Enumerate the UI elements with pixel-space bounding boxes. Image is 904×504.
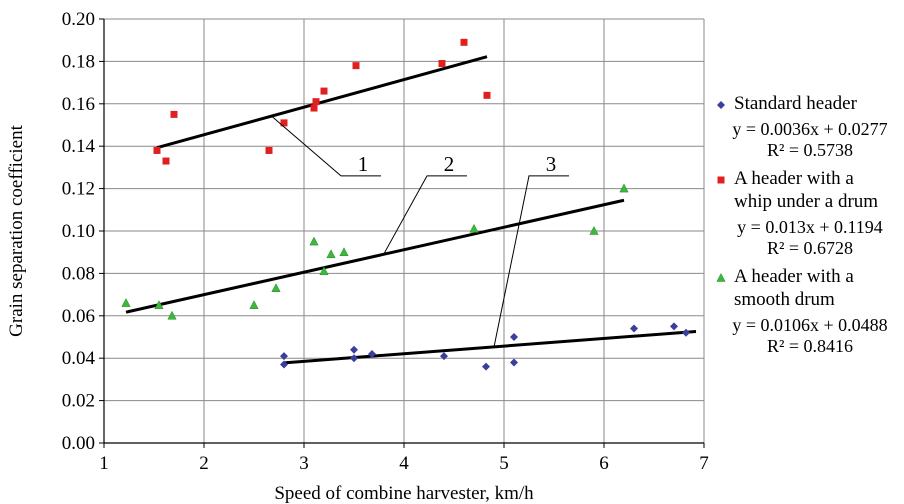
legend-series-name: Standard header xyxy=(734,93,857,114)
legend-entry: Standard header y = 0.0036x + 0.0277 R² = … xyxy=(716,92,904,161)
legend-series-name: A header with a smooth drum xyxy=(734,266,854,310)
annotation-label: 1 xyxy=(358,152,369,176)
y-tick-label: 0.04 xyxy=(62,348,96,369)
legend-r-squared: R² = 0.8416 xyxy=(766,336,854,356)
annotation-label: 2 xyxy=(444,152,455,176)
legend-marker-shape xyxy=(717,176,725,184)
data-point-series-1 xyxy=(630,324,638,333)
data-point-series-3 xyxy=(589,225,599,235)
data-point-series-1 xyxy=(280,360,288,369)
grid-lines xyxy=(103,18,705,444)
y-tick-label: 0.00 xyxy=(62,433,95,454)
data-point-series-2 xyxy=(310,104,318,112)
data-point-series-2 xyxy=(352,62,360,70)
data-point-series-1 xyxy=(350,345,358,354)
data-point-series-1 xyxy=(682,328,690,337)
data-point-series-3 xyxy=(339,247,349,256)
legend-equation: y = 0.013x + 0.1194 xyxy=(737,217,883,237)
data-point-series-3 xyxy=(469,223,479,233)
data-point-series-3 xyxy=(309,236,319,246)
data-point-series-2 xyxy=(280,119,288,127)
y-tick-label: 0.14 xyxy=(62,136,96,157)
data-point-series-1 xyxy=(350,354,358,363)
data-point-series-2 xyxy=(320,87,328,95)
trendline-series-3 xyxy=(125,198,625,314)
legend-marker xyxy=(717,176,725,184)
data-point-series-2 xyxy=(312,98,320,106)
data-point-series-2 xyxy=(170,110,178,118)
data-point-series-2 xyxy=(438,60,446,68)
trendlines xyxy=(125,55,697,365)
data-point-series-1 xyxy=(482,362,490,371)
y-tick-label: 0.20 xyxy=(62,9,95,30)
legend-marker-shape xyxy=(717,101,725,109)
x-tick-label: 5 xyxy=(499,453,509,474)
annotations: 1 2 3 xyxy=(271,116,569,348)
data-point-series-3 xyxy=(121,298,131,307)
data-point-series-2 xyxy=(153,146,161,154)
legend-equation: y = 0.0106x + 0.0488 xyxy=(732,315,888,335)
data-point-series-3 xyxy=(319,266,329,276)
legend-r-squared: R² = 0.5738 xyxy=(766,140,854,160)
annotation-leader xyxy=(383,175,467,254)
data-point-series-3 xyxy=(619,183,629,193)
x-tick-label: 6 xyxy=(599,453,609,474)
y-tick-label: 0.08 xyxy=(62,263,95,284)
data-markers xyxy=(121,38,690,371)
data-point-series-1 xyxy=(368,349,376,358)
legend-r-squared: R² = 0.6728 xyxy=(766,238,854,258)
data-point-series-1 xyxy=(280,352,288,361)
data-point-series-1 xyxy=(510,333,518,341)
data-point-series-3 xyxy=(326,249,336,259)
x-tick-label: 7 xyxy=(699,453,709,474)
x-tick-label: 2 xyxy=(199,453,209,474)
data-point-series-2 xyxy=(265,146,273,154)
data-point-series-2 xyxy=(483,91,491,99)
x-tick-label: 4 xyxy=(399,453,409,474)
y-axis-title: Grain separation coefficient xyxy=(6,124,27,336)
data-point-series-3 xyxy=(167,310,177,320)
y-tick-label: 0.18 xyxy=(62,51,95,72)
y-tick-label: 0.12 xyxy=(62,179,95,200)
y-tick-label: 0.10 xyxy=(62,221,95,242)
data-point-series-3 xyxy=(271,283,281,292)
legend-equation: y = 0.0036x + 0.0277 xyxy=(732,119,888,139)
y-tick-label: 0.16 xyxy=(62,94,95,115)
data-point-series-1 xyxy=(670,322,678,331)
data-point-series-2 xyxy=(162,157,170,165)
annotation-label: 3 xyxy=(546,152,557,176)
data-point-series-3 xyxy=(249,300,259,309)
data-point-series-1 xyxy=(440,352,448,361)
legend-marker xyxy=(716,273,726,282)
annotation-leader xyxy=(493,175,569,348)
x-axis-title: Speed of combine harvester, km/h xyxy=(274,483,534,504)
x-tick-label: 3 xyxy=(299,453,309,474)
x-tick-label: 1 xyxy=(99,453,109,474)
legend-marker xyxy=(717,101,725,109)
data-point-series-3 xyxy=(154,300,164,309)
trendline-series-2 xyxy=(156,55,488,150)
annotation-leader xyxy=(271,116,381,177)
legend-series-name: A header with a whip under a drum xyxy=(734,168,879,212)
data-point-series-1 xyxy=(510,358,518,367)
y-tick-label: 0.06 xyxy=(62,306,95,327)
legend: Standard header y = 0.0036x + 0.0277 R² = … xyxy=(716,92,904,363)
axes: 0.00 0.02 0.04 0.06 0.08 0.10 0.12 0.14 0.16 0.18… xyxy=(62,9,709,474)
legend-entry: A header with a whip under a drum y = 0.0… xyxy=(716,167,904,259)
legend-marker-shape xyxy=(716,273,726,282)
data-point-series-2 xyxy=(460,38,468,46)
legend-entry: A header with a smooth drum y = 0.0106x +… xyxy=(716,265,904,357)
y-tick-label: 0.02 xyxy=(62,391,95,412)
